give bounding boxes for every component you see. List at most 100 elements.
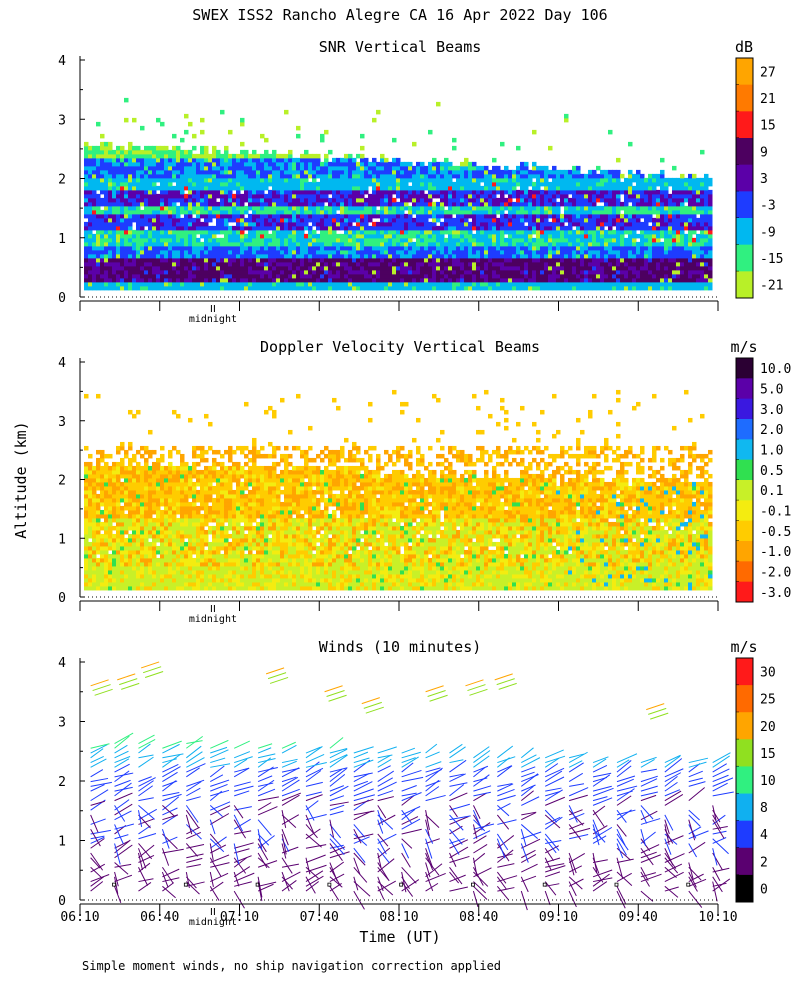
snr-cell [116, 153, 121, 159]
snr-cell [520, 273, 525, 279]
snr-cell [464, 281, 469, 287]
snr-cell [92, 273, 97, 279]
snr-cell [200, 173, 205, 179]
snr-cell [156, 201, 161, 207]
snr-cell [440, 257, 445, 263]
snr-cell [216, 257, 221, 263]
snr-cell [524, 197, 529, 203]
snr-cell [556, 261, 561, 267]
snr-cell [632, 241, 637, 247]
snr-cell [480, 205, 485, 211]
snr-cell [416, 225, 421, 231]
snr-cell [284, 153, 289, 159]
snr-cell [580, 273, 585, 279]
snr-cell [88, 193, 93, 199]
snr-cell [612, 253, 617, 259]
snr-cell [332, 189, 337, 195]
snr-cell [392, 169, 397, 175]
snr-cell [592, 185, 597, 191]
snr-cell [216, 277, 221, 283]
snr-cell [484, 213, 489, 219]
snr-cell [504, 237, 509, 243]
snr-cell [616, 213, 621, 219]
snr-cell [172, 225, 177, 231]
snr-cell [348, 153, 353, 159]
snr-cell [376, 197, 381, 203]
snr-cell [532, 277, 537, 283]
snr-cell [404, 213, 409, 219]
snr-cell [200, 129, 205, 135]
snr-cell [140, 197, 145, 203]
snr-cell [268, 281, 273, 287]
snr-cell [124, 205, 129, 211]
snr-cell [596, 253, 601, 259]
snr-cell [560, 185, 565, 191]
snr-cell [156, 173, 161, 179]
snr-cell [308, 277, 313, 283]
snr-cell [208, 153, 213, 159]
snr-cell [400, 209, 405, 215]
snr-cell [504, 241, 509, 247]
snr-cell [612, 257, 617, 263]
snr-cell [592, 201, 597, 207]
snr-cell [532, 209, 537, 215]
snr-cell [532, 201, 537, 207]
snr-cell [484, 273, 489, 279]
snr-cell [384, 201, 389, 207]
snr-cell [124, 229, 129, 235]
snr-cell [544, 193, 549, 199]
snr-cell [556, 277, 561, 283]
snr-cell [564, 173, 569, 179]
snr-cell [160, 149, 165, 155]
snr-cell [476, 165, 481, 171]
snr-cell [112, 181, 117, 187]
snr-cell [264, 137, 269, 143]
snr-cell [572, 273, 577, 279]
snr-cell [544, 257, 549, 263]
snr-cell [376, 237, 381, 243]
snr-cell [316, 185, 321, 191]
snr-cell [132, 253, 137, 259]
snr-cell [456, 201, 461, 207]
snr-cell [136, 161, 141, 167]
snr-cell [180, 229, 185, 235]
snr-cell [348, 157, 353, 163]
snr-cell [160, 277, 165, 283]
snr-cell [284, 193, 289, 199]
snr-cell [324, 269, 329, 275]
snr-cell [344, 241, 349, 247]
snr-cell [468, 229, 473, 235]
snr-cell [576, 193, 581, 199]
snr-cell [264, 181, 269, 187]
snr-cell [380, 285, 385, 291]
snr-cell [180, 249, 185, 255]
snr-cell [672, 261, 677, 267]
snr-cell [380, 177, 385, 183]
snr-cell [84, 189, 89, 195]
snr-cell [668, 209, 673, 215]
snr-cell [392, 161, 397, 167]
snr-cell [192, 201, 197, 207]
snr-cell [516, 209, 521, 215]
snr-cell [428, 205, 433, 211]
snr-cell [480, 185, 485, 191]
snr-cell [188, 181, 193, 187]
snr-cell [188, 173, 193, 179]
snr-cell [584, 197, 589, 203]
snr-cell [688, 193, 693, 199]
snr-cell [388, 257, 393, 263]
snr-cell [364, 181, 369, 187]
snr-cell [268, 213, 273, 219]
snr-cell [280, 177, 285, 183]
snr-cell [116, 213, 121, 219]
snr-cell [276, 237, 281, 243]
snr-cell [288, 261, 293, 267]
snr-cell [380, 165, 385, 171]
snr-cell [596, 249, 601, 255]
snr-cell [456, 181, 461, 187]
snr-cell [460, 205, 465, 211]
snr-cell [596, 245, 601, 251]
snr-cell [92, 233, 97, 239]
snr-cell [228, 169, 233, 175]
snr-cell [296, 169, 301, 175]
